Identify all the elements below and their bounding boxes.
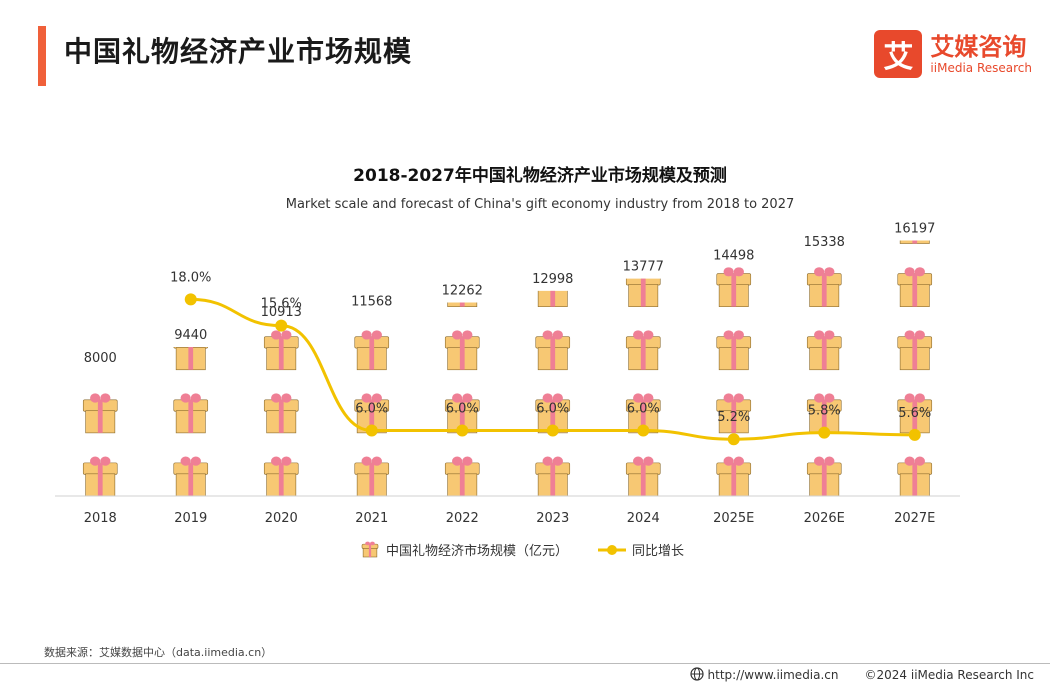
bar-2019 (173, 347, 209, 496)
legend-item-growth: 同比增长 (598, 544, 684, 559)
chart-subtitle: Market scale and forecast of China's gif… (286, 197, 795, 212)
x-tick-label-2024: 2024 (627, 511, 660, 526)
legend-label-growth: 同比增长 (632, 544, 684, 559)
growth-point-2021 (365, 424, 378, 437)
bar-value-label-2025E: 14498 (713, 248, 754, 263)
footer-website[interactable]: http://www.iimedia.cn (689, 667, 839, 682)
growth-point-2019 (184, 293, 197, 306)
footer-url: http://www.iimedia.cn (707, 668, 839, 682)
logo-mark: 艾 (874, 30, 923, 78)
growth-point-2020 (275, 319, 288, 332)
bar-value-label-2026E: 15338 (804, 235, 845, 250)
growth-label-2019: 18.0% (170, 270, 211, 285)
logo-name-en: iiMedia Research (930, 61, 1032, 75)
bar-2025E (716, 267, 752, 496)
bar-2020 (263, 330, 299, 496)
bar-2026E (806, 267, 842, 496)
growth-point-2022 (456, 424, 469, 437)
growth-label-2021: 6.0% (355, 401, 388, 416)
page-title: 中国礼物经济产业市场规模 (64, 35, 413, 68)
data-source: 数据来源：艾媒数据中心（data.iimedia.cn） (44, 646, 273, 659)
market-scale-chart: 2018-2027年中国礼物经济产业市场规模及预测 Market scale a… (55, 165, 960, 559)
title-accent-bar (38, 26, 46, 86)
x-tick-label-2025E: 2025E (713, 511, 754, 526)
x-tick-label-2027E: 2027E (894, 511, 935, 526)
bar-2021 (354, 330, 390, 496)
bar-value-label-2018: 8000 (84, 351, 117, 366)
bar-value-label-2020: 10913 (261, 305, 302, 320)
growth-label-2022: 6.0% (446, 401, 479, 416)
x-tick-label-2018: 2018 (84, 511, 117, 526)
growth-point-2026E (818, 426, 831, 439)
legend-label-market-scale: 中国礼物经济市场规模（亿元） (386, 543, 568, 559)
growth-label-2024: 6.0% (627, 401, 660, 416)
bar-2022 (444, 302, 480, 496)
iimedia-logo: 艾 艾媒咨询 iiMedia Research (874, 26, 1032, 82)
growth-label-2023: 6.0% (536, 401, 569, 416)
footer-copyright: ©2024 iiMedia Research Inc (864, 667, 1034, 682)
x-tick-label-2026E: 2026E (804, 511, 845, 526)
x-tick-label-2021: 2021 (355, 511, 388, 526)
growth-label-2025E: 5.2% (717, 410, 750, 425)
bar-2023 (535, 290, 571, 496)
logo-name-cn: 艾媒咨询 (930, 33, 1027, 61)
bar-value-label-2023: 12998 (532, 272, 573, 287)
growth-line (190, 297, 915, 441)
bar-value-label-2019: 9440 (174, 328, 207, 343)
bar-2027E (897, 240, 933, 497)
bar-value-label-2024: 13777 (623, 260, 664, 275)
bar-2024 (625, 278, 661, 496)
x-tick-label-2022: 2022 (446, 511, 479, 526)
x-tick-label-2020: 2020 (265, 511, 298, 526)
bar-value-label-2027E: 16197 (894, 221, 935, 236)
x-tick-label-2023: 2023 (536, 511, 569, 526)
growth-point-2025E (727, 433, 740, 446)
chart-title: 2018-2027年中国礼物经济产业市场规模及预测 (353, 165, 727, 186)
growth-label-2020: 15.6% (261, 297, 302, 312)
growth-label-2027E: 5.6% (898, 406, 931, 421)
bar-value-label-2022: 12262 (442, 284, 483, 299)
legend-item-market-scale: 中国礼物经济市场规模（亿元） (361, 541, 568, 559)
x-tick-label-2019: 2019 (174, 511, 207, 526)
growth-label-2026E: 5.8% (808, 404, 841, 419)
growth-point-2023 (546, 424, 559, 437)
footer-divider (0, 663, 1050, 664)
bar-value-label-2021: 11568 (351, 294, 392, 309)
globe-icon (689, 667, 704, 681)
growth-point-2024 (637, 424, 650, 437)
bar-2018 (82, 393, 118, 496)
growth-point-2027E (908, 428, 921, 441)
